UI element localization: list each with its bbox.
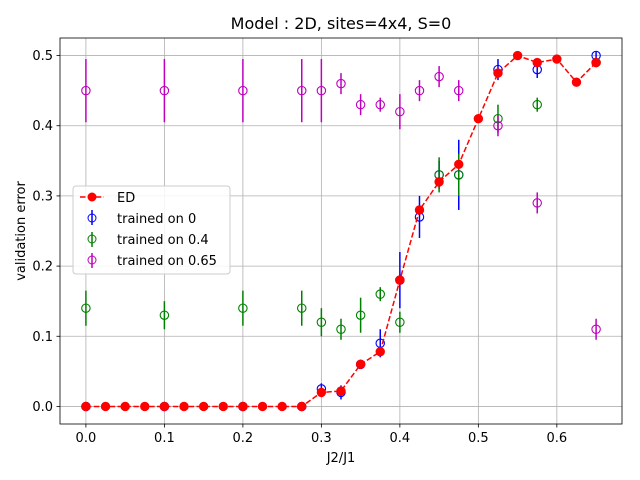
legend-trained-on-0-label: trained on 0 xyxy=(117,212,196,227)
ed-line xyxy=(85,54,597,408)
legend-entry-trained-on-0.65: trained on 0.65 xyxy=(87,253,217,269)
ed-point xyxy=(140,401,150,412)
ed-point xyxy=(159,401,170,412)
ed-point xyxy=(434,177,444,187)
y-tick-label: 0.4 xyxy=(32,119,53,134)
x-tick-label: 0.4 xyxy=(390,431,411,446)
ed-point xyxy=(591,57,601,68)
ed-point xyxy=(532,57,542,68)
trained-on-0.4-point xyxy=(336,324,346,335)
ed-point xyxy=(395,275,405,285)
trained-on-0.4-point xyxy=(493,113,503,124)
ed-point xyxy=(552,54,562,64)
trained-on-0.65-point xyxy=(159,85,170,96)
y-tick-label: 0.5 xyxy=(32,49,53,64)
ticks: 0.0 0.1 0.2 0.3 0.4 0.5 0.6 0.0 0.1 0.2 0.3 0.4 0.5 xyxy=(32,49,567,446)
ed-point xyxy=(473,114,484,124)
ed-point xyxy=(375,347,385,357)
ed-point xyxy=(316,387,327,398)
x-tick-label: 0.5 xyxy=(468,431,489,446)
trained-on-0.4-point xyxy=(375,289,385,299)
ed-point xyxy=(257,401,268,412)
trained-on-0.65-point xyxy=(414,85,425,96)
x-tick-label: 0.2 xyxy=(233,431,254,446)
trained-on-0.65-point xyxy=(355,99,366,110)
trained-on-0.65-point xyxy=(316,85,327,96)
ed-point xyxy=(454,159,464,170)
legend-entry-trained-on-0: trained on 0 xyxy=(87,210,196,227)
legend-trained-on-0.65-label: trained on 0.65 xyxy=(117,254,217,269)
x-tick-label: 0.0 xyxy=(76,431,97,446)
ed-point xyxy=(198,401,209,412)
y-tick-label: 0.3 xyxy=(32,189,53,204)
legend: ED trained on 0 trained on 0.4 trained o… xyxy=(72,185,231,275)
trained-on-0.65-point xyxy=(395,106,405,117)
ed-point xyxy=(571,77,582,87)
legend-trained-on-0.4-label: trained on 0.4 xyxy=(117,233,209,248)
y-tick-label: 0.0 xyxy=(32,400,53,415)
plot-frame xyxy=(59,37,623,425)
ed-point xyxy=(120,401,130,412)
legend-trained-on-0-marker xyxy=(87,213,97,223)
trained-on-0.4-point xyxy=(453,170,464,180)
trained-on-0.4-point xyxy=(238,303,248,313)
trained-on-0.4-point xyxy=(395,317,405,327)
legend-trained-on-0.4-marker xyxy=(87,234,97,244)
ed-point xyxy=(512,50,523,61)
legend-entry-ed: ED xyxy=(80,191,135,206)
chart-title: Model : 2D, sites=4x4, S=0 xyxy=(231,14,452,33)
trained-on-0.65-point xyxy=(453,85,464,96)
legend-ed-marker xyxy=(87,192,97,202)
ed-point xyxy=(277,401,287,412)
x-tick-label: 0.1 xyxy=(154,431,175,446)
ed-point xyxy=(81,401,91,412)
x-tick-label: 0.6 xyxy=(547,431,568,446)
x-tick-label: 0.3 xyxy=(311,431,332,446)
x-axis-label: J2/J1 xyxy=(326,451,356,466)
legend-ed-label: ED xyxy=(117,191,135,206)
ed-point xyxy=(100,401,111,412)
ed-point xyxy=(414,205,425,215)
y-tick-label: 0.2 xyxy=(32,260,53,275)
ed-point xyxy=(218,401,228,412)
trained-on-0.65-point xyxy=(375,99,385,110)
legend-frame xyxy=(72,185,231,275)
trained-on-0.4-point xyxy=(297,303,307,313)
trained-on-0.65-point xyxy=(434,71,444,82)
trained-on-0.65-point xyxy=(493,120,503,131)
y-tick-label: 0.1 xyxy=(32,330,53,345)
ed-point xyxy=(493,68,503,78)
trained-on-0.65-point xyxy=(336,78,346,89)
chart-marks xyxy=(81,50,601,412)
trained-on-0.65-point xyxy=(81,85,91,96)
legend-entry-trained-on-0.4: trained on 0.4 xyxy=(87,232,209,248)
legend-trained-on-0.65-marker xyxy=(87,255,97,265)
trained-on-0.4-point xyxy=(81,303,91,313)
ed-point xyxy=(297,401,307,412)
ed-point xyxy=(336,386,346,396)
trained-on-0.4-point xyxy=(532,99,542,110)
trained-on-0.65-point xyxy=(297,85,307,96)
ed-point xyxy=(179,401,189,412)
trained-on-0.65-point xyxy=(532,198,542,208)
y-axis-label: validation error xyxy=(14,181,29,281)
ed-point xyxy=(238,401,248,412)
ed-point xyxy=(355,359,366,370)
trained-on-0.4-point xyxy=(316,317,327,327)
trained-on-0.65-point xyxy=(591,324,601,335)
trained-on-0.4-point xyxy=(159,310,170,320)
trained-on-0.65-point xyxy=(238,85,248,96)
trained-on-0.4-point xyxy=(355,310,366,320)
